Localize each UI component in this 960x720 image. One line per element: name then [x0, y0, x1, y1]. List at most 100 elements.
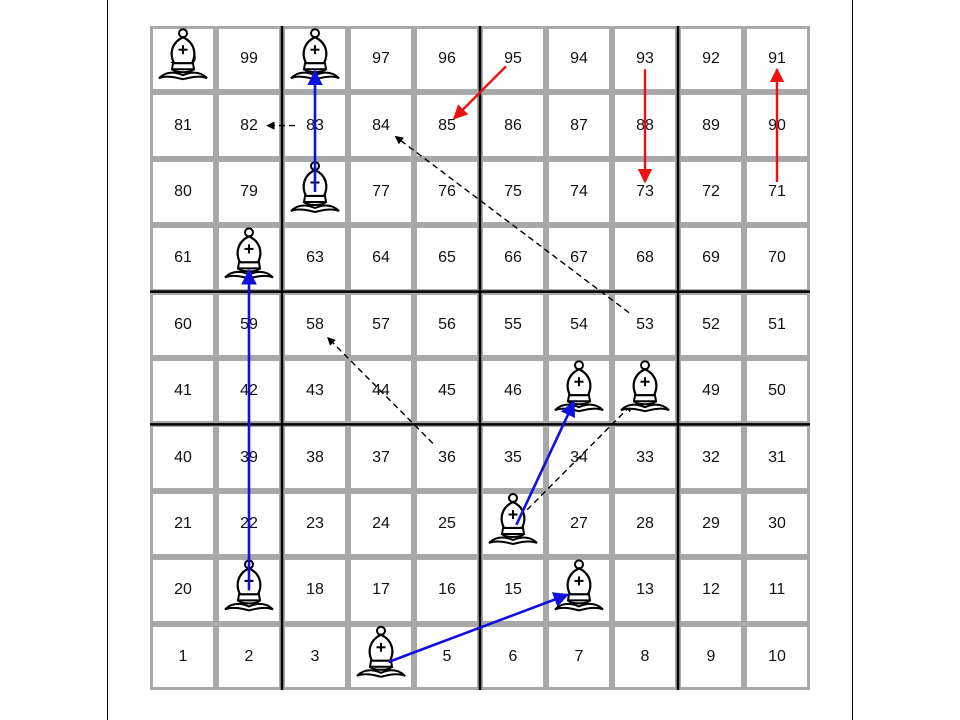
board-square[interactable]: 96	[414, 26, 480, 93]
square-number: 6	[508, 647, 518, 665]
board-square[interactable]: 64	[348, 225, 414, 292]
board-square[interactable]: 38	[282, 424, 348, 491]
board-square[interactable]: 21	[150, 490, 216, 558]
board-square[interactable]: 24	[348, 490, 414, 558]
board-square[interactable]: 56	[414, 291, 480, 358]
board-square[interactable]: 27	[546, 490, 612, 558]
bishop-icon	[487, 492, 539, 546]
board-square[interactable]: 40	[150, 424, 216, 491]
board-square[interactable]: 66	[480, 225, 546, 292]
board-square[interactable]: 97	[348, 26, 414, 93]
board-square[interactable]: 51	[744, 291, 810, 358]
board-square[interactable]: 58	[282, 291, 348, 358]
board-square[interactable]: 53	[612, 291, 678, 358]
bishop-moves	[241, 69, 576, 664]
board-square[interactable]: 10	[744, 623, 810, 690]
board-square[interactable]: 8	[612, 623, 678, 690]
square-number: 43	[306, 382, 324, 400]
board-square[interactable]: 63	[282, 225, 348, 292]
square-number: 49	[702, 382, 720, 400]
square-number: 35	[504, 448, 522, 466]
square-number: 91	[768, 50, 786, 68]
board-square[interactable]: 45	[414, 358, 480, 425]
square-number: 24	[372, 514, 390, 532]
board-square[interactable]: 68	[612, 225, 678, 292]
board-square[interactable]: 41	[150, 358, 216, 425]
board-square[interactable]: 30	[744, 490, 810, 558]
square-number: 53	[636, 315, 654, 333]
square-number: 82	[240, 116, 258, 134]
board-square[interactable]: 43	[282, 358, 348, 425]
board-square[interactable]: 54	[546, 291, 612, 358]
square-number: 38	[306, 448, 324, 466]
board-square[interactable]: 61	[150, 225, 216, 292]
board-square[interactable]: 49	[678, 358, 744, 425]
square-number: 79	[240, 182, 258, 200]
board-square[interactable]: 18	[282, 557, 348, 624]
square-number: 57	[372, 315, 390, 333]
board-square[interactable]: 17	[348, 557, 414, 624]
board-square[interactable]: 79	[216, 158, 282, 226]
board-square[interactable]: 89	[678, 92, 744, 159]
board-square[interactable]: 69	[678, 225, 744, 292]
board-square[interactable]: 46	[480, 358, 546, 425]
board-square[interactable]: 75	[480, 158, 546, 226]
board-square[interactable]: 57	[348, 291, 414, 358]
square-number: 67	[570, 249, 588, 267]
board-square[interactable]: 86	[480, 92, 546, 159]
board-square[interactable]: 25	[414, 490, 480, 558]
board-square[interactable]: 94	[546, 26, 612, 93]
board-square[interactable]: 70	[744, 225, 810, 292]
board-square[interactable]: 9	[678, 623, 744, 690]
board-square[interactable]: 3	[282, 623, 348, 690]
board-square[interactable]: 72	[678, 158, 744, 226]
board-square[interactable]: 16	[414, 557, 480, 624]
board-square[interactable]: 31	[744, 424, 810, 491]
board-square[interactable]: 2	[216, 623, 282, 690]
board-square[interactable]: 92	[678, 26, 744, 93]
board-square[interactable]: 60	[150, 291, 216, 358]
board-square[interactable]: 81	[150, 92, 216, 159]
board-square[interactable]: 15	[480, 557, 546, 624]
thick-grid-lines	[150, 26, 810, 690]
board-square[interactable]: 28	[612, 490, 678, 558]
board-square[interactable]: 37	[348, 424, 414, 491]
square-number: 63	[306, 249, 324, 267]
square-number: 15	[504, 581, 522, 599]
bishop-pieces	[157, 28, 671, 678]
board-square[interactable]: 7	[546, 623, 612, 690]
square-number: 51	[768, 315, 786, 333]
board-square[interactable]: 6	[480, 623, 546, 690]
board-square[interactable]: 50	[744, 358, 810, 425]
square-number: 31	[768, 448, 786, 466]
square-number: 99	[240, 50, 258, 68]
board-square[interactable]: 55	[480, 291, 546, 358]
board-square[interactable]: 13	[612, 557, 678, 624]
board-square[interactable]: 12	[678, 557, 744, 624]
board-square[interactable]: 32	[678, 424, 744, 491]
square-number: 76	[438, 182, 456, 200]
board-square[interactable]: 87	[546, 92, 612, 159]
board-square[interactable]: 11	[744, 557, 810, 624]
board-square[interactable]: 80	[150, 158, 216, 226]
board-square[interactable]: 99	[216, 26, 282, 93]
board-square[interactable]: 65	[414, 225, 480, 292]
board-square[interactable]: 77	[348, 158, 414, 226]
board-square[interactable]: 20	[150, 557, 216, 624]
square-number: 65	[438, 249, 456, 267]
square-number: 33	[636, 448, 654, 466]
diagonal-path-arrow	[327, 336, 434, 444]
board-square[interactable]: 74	[546, 158, 612, 226]
square-number: 52	[702, 315, 720, 333]
board-square[interactable]: 23	[282, 490, 348, 558]
square-number: 50	[768, 382, 786, 400]
board-square[interactable]: 52	[678, 291, 744, 358]
board-square[interactable]: 33	[612, 424, 678, 491]
bishop-icon	[553, 559, 605, 612]
square-number: 32	[702, 448, 720, 466]
board-square[interactable]: 1	[150, 623, 216, 690]
board-square[interactable]: 84	[348, 92, 414, 159]
board-square[interactable]: 5	[414, 623, 480, 690]
board-square[interactable]: 35	[480, 424, 546, 491]
board-square[interactable]: 29	[678, 490, 744, 558]
